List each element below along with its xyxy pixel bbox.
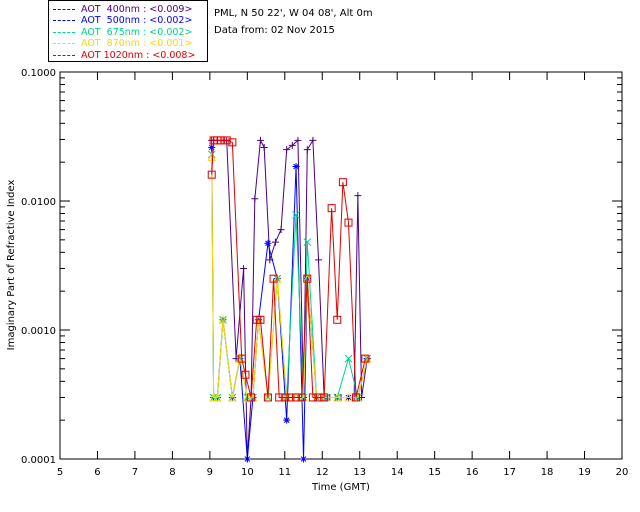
legend-item: AOT 500nm : <0.002> [53, 15, 192, 27]
x-tick-label: 8 [169, 467, 175, 478]
x-tick-label: 11 [278, 467, 291, 478]
x-tick-label: 14 [391, 467, 404, 478]
data-point [333, 315, 342, 324]
data-point [303, 274, 312, 283]
data-point [309, 136, 317, 144]
data-point [241, 370, 250, 379]
series-4 [207, 136, 370, 402]
x-tick-label: 19 [578, 467, 591, 478]
x-tick-label: 17 [503, 467, 516, 478]
series-layer [207, 136, 372, 463]
data-point [288, 141, 296, 149]
legend-swatch [53, 31, 75, 33]
data-point [271, 238, 279, 246]
x-tick-label: 20 [616, 467, 629, 478]
data-point [308, 393, 317, 402]
site-info: PML, N 50 22', W 04 08', Alt 0m [214, 8, 373, 19]
legend-item: AOT 1020nm : <0.008> [53, 49, 195, 61]
data-point [228, 138, 237, 147]
x-tick-label: 9 [207, 467, 213, 478]
data-point [260, 143, 268, 151]
data-point [297, 393, 306, 402]
x-tick-label: 6 [94, 467, 100, 478]
legend-label: AOT 400nm : <0.009> [81, 3, 193, 15]
data-point [344, 218, 353, 227]
legend-label: AOT 500nm : <0.002> [81, 15, 193, 26]
data-point [344, 354, 353, 363]
data-point [263, 393, 272, 402]
data-point [207, 170, 216, 179]
data-point [320, 393, 329, 402]
tick-layer: 5 6 7 8 9 10 11 12 13 14 15 16 17 18 19 20 0.0001 0.0010 0… [21, 68, 628, 478]
legend-swatch [53, 20, 75, 21]
data-point [228, 392, 237, 402]
x-tick-label: 13 [353, 467, 366, 478]
data-point [237, 354, 246, 363]
x-tick-label: 12 [316, 467, 329, 478]
data-point [251, 195, 259, 203]
data-point [269, 274, 278, 283]
data-point [208, 143, 216, 151]
data-point [222, 136, 231, 145]
data-point [315, 256, 323, 264]
legend-item: AOT 675nm : <0.002> [53, 26, 192, 38]
data-point [256, 136, 264, 144]
y-tick-label: 0.0010 [21, 326, 56, 337]
data-point [213, 392, 222, 402]
data-point [247, 393, 256, 402]
y-tick-label: 0.0100 [21, 197, 56, 208]
data-point [264, 239, 272, 247]
y-tick-label: 0.0001 [21, 455, 56, 466]
data-point [218, 315, 228, 324]
x-tick-label: 7 [132, 467, 138, 478]
legend-item: AOT 400nm : <0.009> [53, 3, 192, 15]
x-tick-label: 5 [57, 467, 63, 478]
data-point [338, 178, 347, 187]
data-point [275, 393, 284, 402]
x-tick-label: 16 [466, 467, 479, 478]
data-point [240, 264, 248, 272]
x-tick-label: 10 [241, 467, 254, 478]
plot-frame [59, 71, 623, 460]
legend-label: AOT 675nm : <0.002> [81, 26, 193, 38]
data-point [300, 455, 308, 463]
data-point [303, 238, 312, 246]
legend-label: AOT 1020nm : <0.008> [81, 49, 196, 61]
data-point [314, 393, 323, 402]
x-axis-title: Time (GMT) [311, 482, 370, 493]
data-point [327, 204, 336, 213]
data-point [283, 146, 291, 154]
data-point [217, 136, 226, 145]
data-point [303, 146, 311, 154]
x-tick-label: 18 [541, 467, 554, 478]
data-point [277, 226, 285, 234]
y-axis-title: Imaginary Part of Refractive Index [6, 180, 17, 351]
legend-swatch [53, 43, 75, 44]
series-line [211, 139, 366, 398]
data-point [292, 211, 300, 219]
data-point [354, 192, 362, 200]
legend-swatch [53, 8, 75, 10]
data-point [280, 393, 289, 402]
data-point [256, 315, 265, 324]
x-tick-label: 15 [428, 467, 441, 478]
data-point [332, 392, 342, 402]
data-point [294, 136, 302, 144]
data-point [344, 392, 353, 402]
legend-item: AOT 870nm : <0.001> [53, 38, 192, 50]
data-point [207, 152, 217, 161]
series-1 [208, 143, 371, 463]
legend-swatch [53, 54, 75, 56]
y-tick-label: 0.1000 [21, 68, 56, 79]
data-point [292, 163, 300, 171]
data-point [283, 416, 291, 424]
legend-label: AOT 870nm : <0.001> [81, 38, 193, 49]
date-info: Data from: 02 Nov 2015 [214, 25, 335, 36]
legend: AOT 400nm : <0.009> AOT 500nm : <0.002> AO… [48, 0, 208, 62]
data-point [351, 393, 360, 402]
data-point [286, 393, 295, 402]
data-point [292, 393, 301, 402]
data-point [361, 354, 370, 363]
